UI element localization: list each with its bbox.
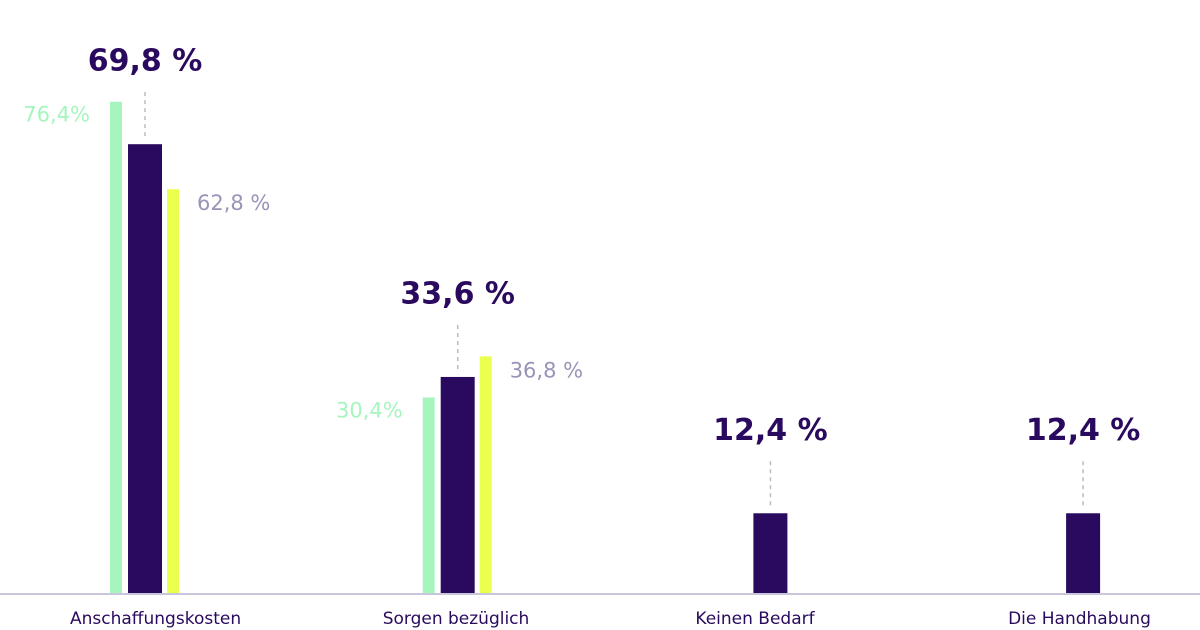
category-label: Die Handhabung bbox=[1008, 609, 1151, 629]
value-label: 69,8 % bbox=[88, 44, 203, 79]
category-label: Keinen Bedarf bbox=[695, 609, 815, 629]
value-label: 76,4% bbox=[23, 103, 90, 127]
value-label: 62,8 % bbox=[197, 191, 270, 215]
bar bbox=[440, 376, 475, 593]
bar bbox=[479, 356, 492, 593]
bar bbox=[753, 513, 788, 593]
bar bbox=[1066, 513, 1101, 593]
value-label: 36,8 % bbox=[510, 358, 583, 382]
bar bbox=[422, 397, 435, 593]
category-label: Anschaffungskosten bbox=[70, 609, 241, 629]
bar bbox=[110, 101, 122, 594]
value-label: 12,4 % bbox=[1026, 413, 1141, 448]
value-label: 33,6 % bbox=[400, 276, 515, 311]
category-label: Sorgen bezüglich bbox=[383, 609, 530, 629]
bar bbox=[128, 144, 162, 593]
bar bbox=[167, 189, 179, 594]
value-label: 30,4% bbox=[336, 399, 403, 423]
value-label: 12,4 % bbox=[713, 413, 828, 448]
